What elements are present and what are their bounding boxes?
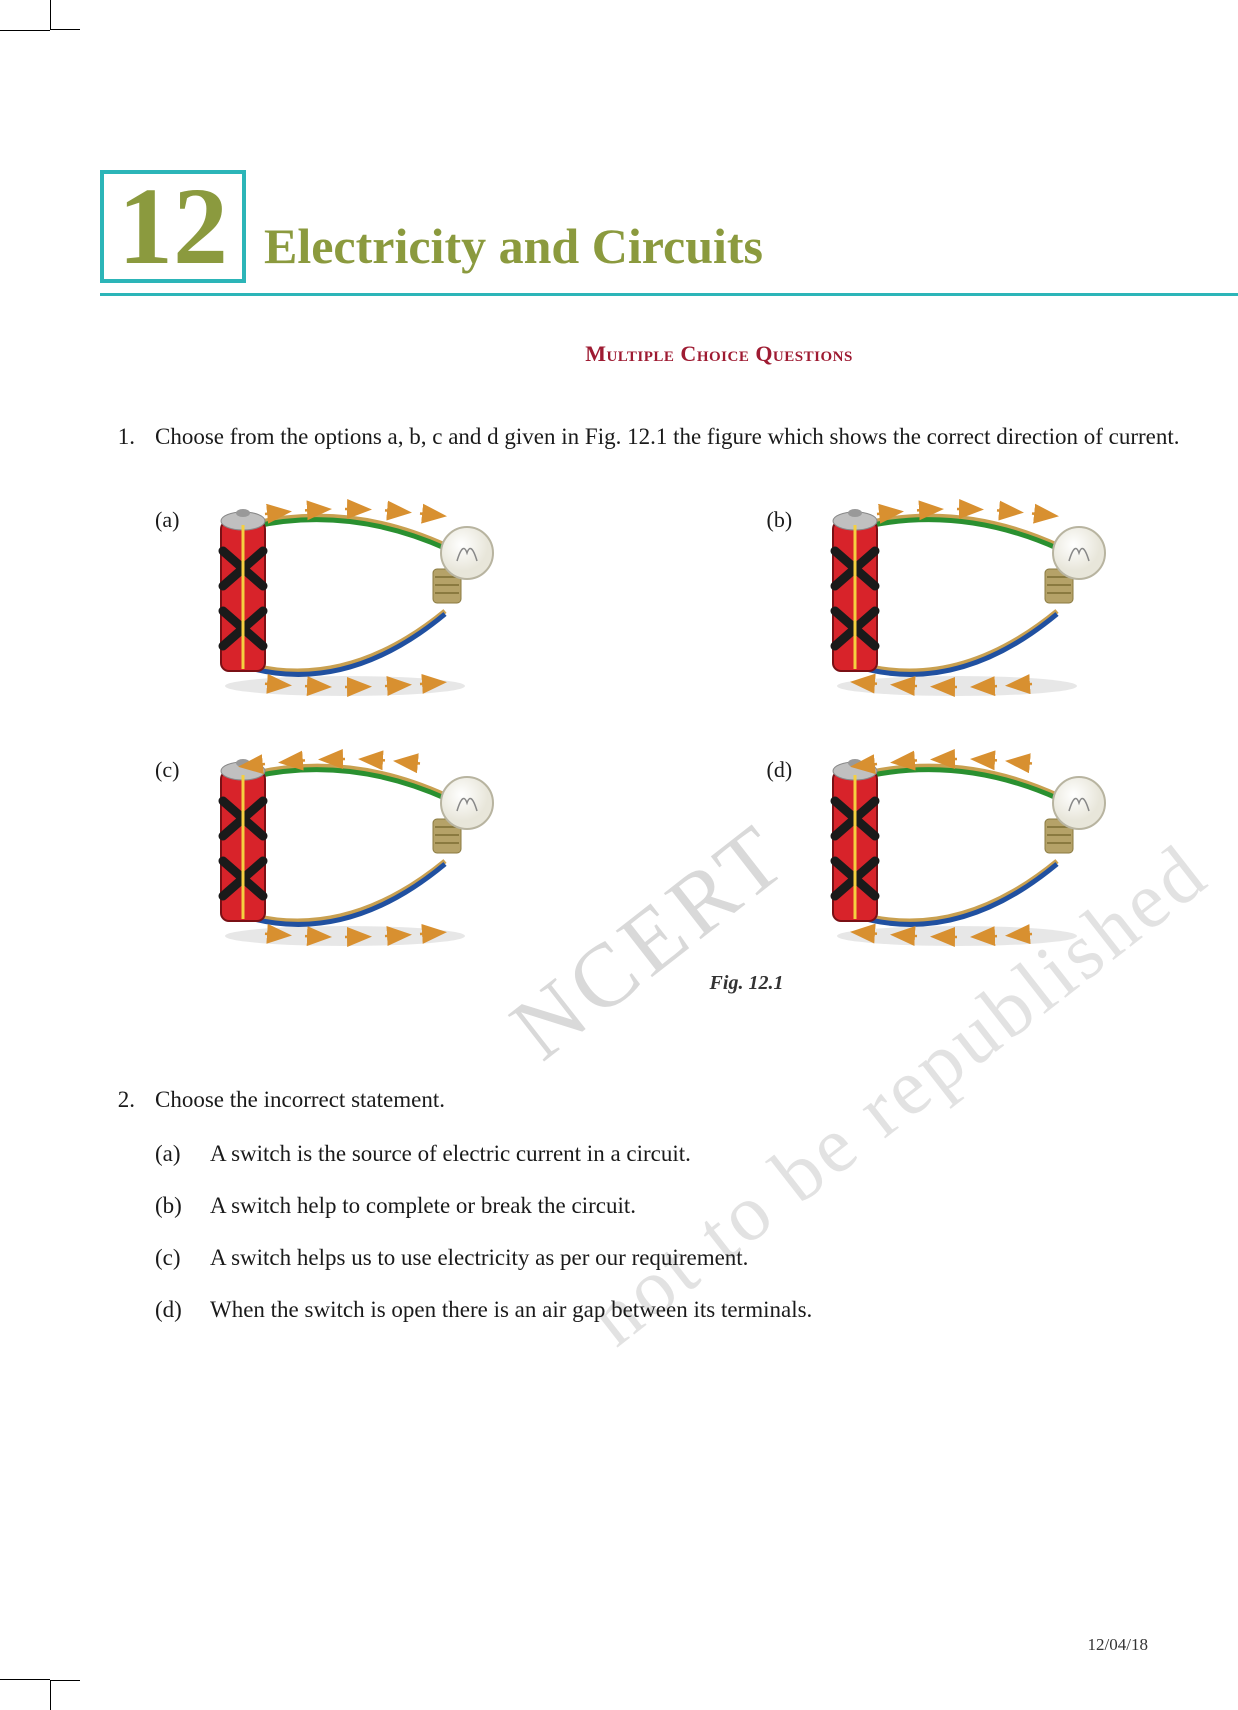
- circuit-diagram: [195, 741, 505, 951]
- crop-mark: [0, 30, 50, 31]
- option-label: (c): [155, 1239, 210, 1277]
- option-text: A switch is the source of electric curre…: [210, 1135, 1238, 1173]
- crop-mark: [50, 0, 80, 30]
- circuit-label: (a): [155, 491, 195, 538]
- question-1: 1. Choose from the options a, b, c and d…: [100, 417, 1238, 1050]
- option-d: (d) When the switch is open there is an …: [155, 1291, 1238, 1329]
- option-label: (d): [155, 1291, 210, 1329]
- circuit-cell: (c): [155, 741, 727, 951]
- circuit-diagram: [807, 491, 1117, 701]
- option-a: (a) A switch is the source of electric c…: [155, 1135, 1238, 1173]
- chapter-number-box: 12: [100, 170, 246, 283]
- circuit-diagram: [195, 491, 505, 701]
- option-text: A switch helps us to use electricity as …: [210, 1239, 1238, 1277]
- question-number: 2.: [100, 1080, 155, 1343]
- question-text: Choose from the options a, b, c and d gi…: [155, 417, 1238, 456]
- circuit-diagram: [807, 741, 1117, 951]
- figure-grid: (a) (b): [155, 491, 1238, 951]
- figure-caption: Fig. 12.1: [155, 966, 1238, 1000]
- question-text: Choose the incorrect statement.: [155, 1080, 1238, 1119]
- crop-mark: [50, 1680, 80, 1710]
- option-label: (b): [155, 1187, 210, 1225]
- circuit-label: (c): [155, 741, 195, 788]
- question-number: 1.: [100, 417, 155, 1050]
- header-underline: [100, 293, 1238, 296]
- footer-date: 12/04/18: [1088, 1635, 1148, 1655]
- option-text: A switch help to complete or break the c…: [210, 1187, 1238, 1225]
- circuit-label: (b): [767, 491, 807, 538]
- options-list: (a) A switch is the source of electric c…: [155, 1135, 1238, 1329]
- option-label: (a): [155, 1135, 210, 1173]
- chapter-number: 12: [118, 174, 228, 279]
- chapter-title: Electricity and Circuits: [264, 217, 763, 283]
- circuit-cell: (d): [767, 741, 1238, 951]
- crop-mark: [0, 1679, 50, 1680]
- option-b: (b) A switch help to complete or break t…: [155, 1187, 1238, 1225]
- circuit-label: (d): [767, 741, 807, 788]
- section-heading: Multiple Choice Questions: [100, 341, 1238, 367]
- circuit-cell: (a): [155, 491, 727, 701]
- circuit-cell: (b): [767, 491, 1238, 701]
- option-text: When the switch is open there is an air …: [210, 1291, 1238, 1329]
- question-2: 2. Choose the incorrect statement. (a) A…: [100, 1080, 1238, 1343]
- chapter-header: 12 Electricity and Circuits: [100, 170, 1238, 283]
- option-c: (c) A switch helps us to use electricity…: [155, 1239, 1238, 1277]
